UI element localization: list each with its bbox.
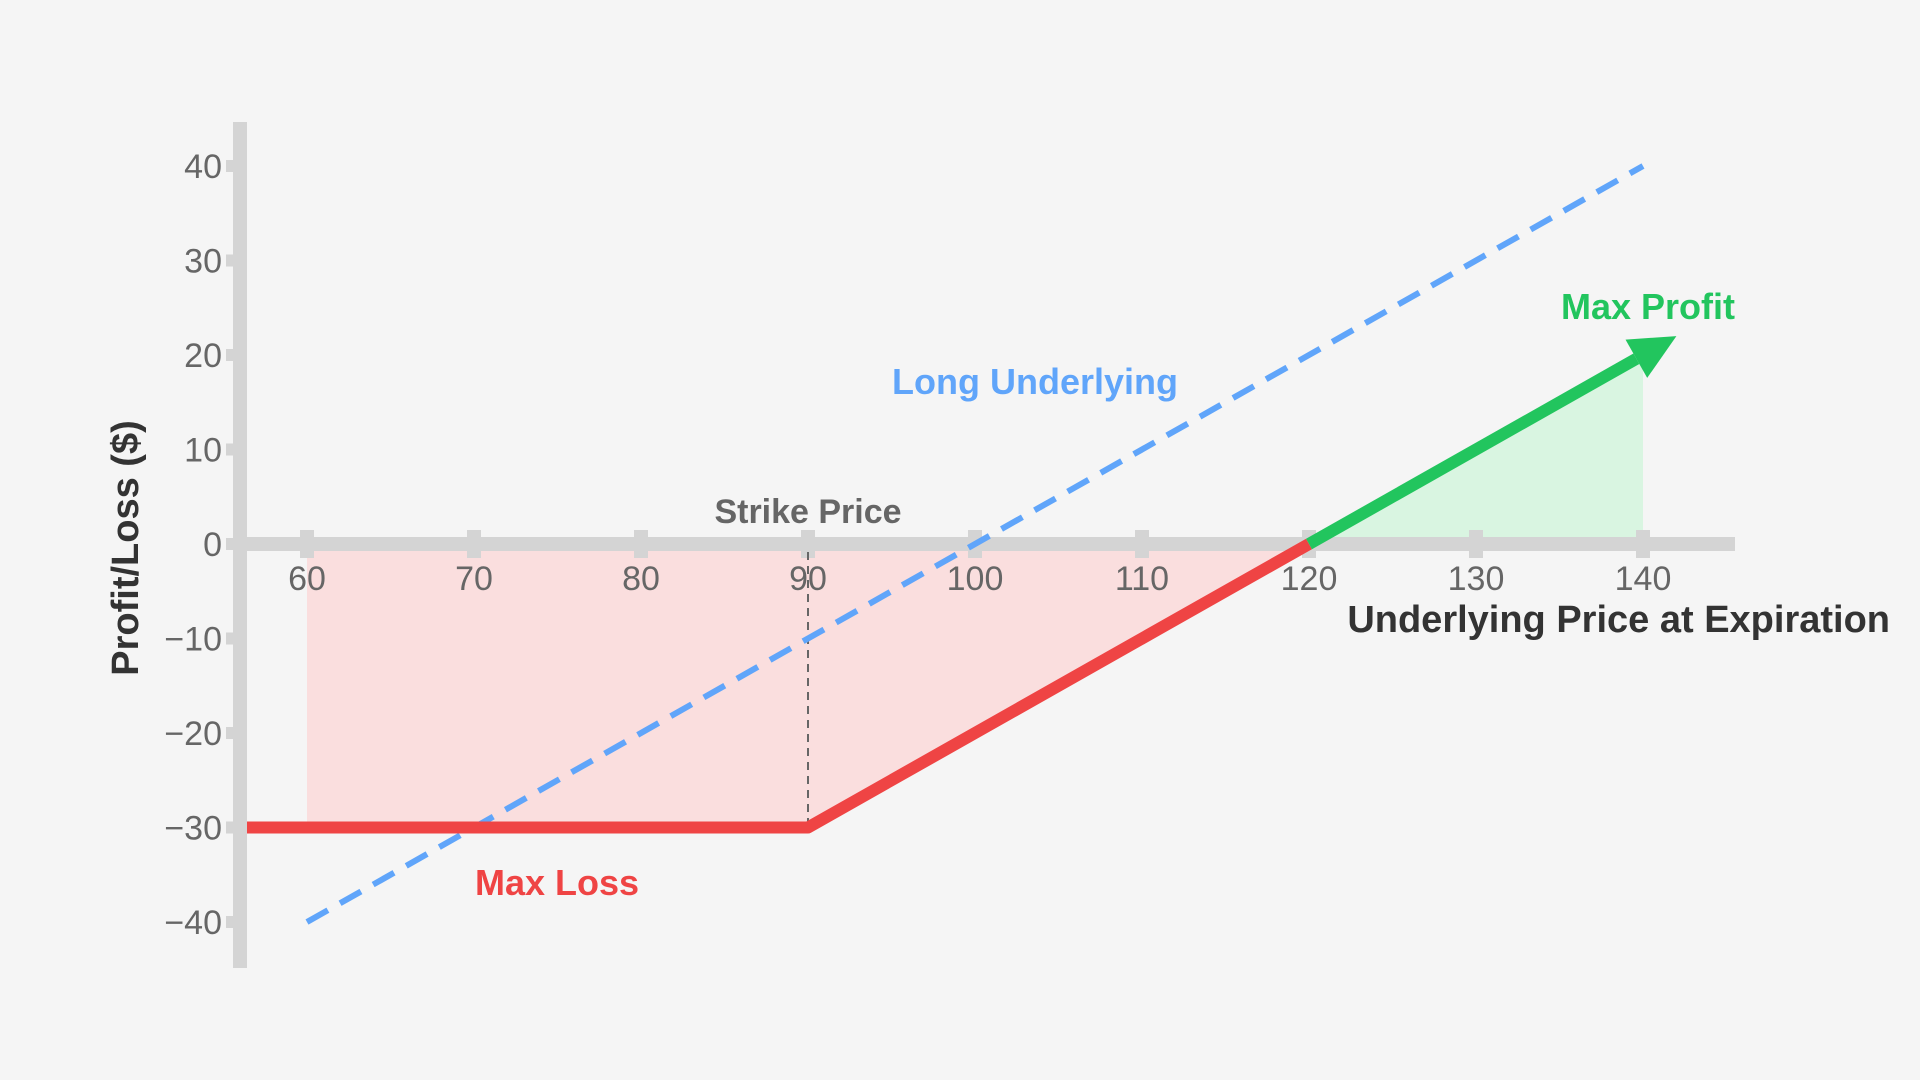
y-tick-label: 10: [184, 432, 222, 470]
y-axis-title: Profit/Loss ($): [105, 420, 147, 675]
y-tick-label: 30: [184, 243, 222, 281]
y-tick-label: 0: [203, 526, 222, 564]
x-tick-label: 70: [455, 560, 493, 598]
x-tick-mark: [801, 530, 815, 558]
x-tick-mark: [1135, 530, 1149, 558]
y-tick-mark: [226, 821, 240, 834]
y-tick-mark: [226, 349, 240, 361]
y-tick-label: 20: [184, 337, 222, 375]
series-payoff-profit-line: [1306, 353, 1640, 550]
x-tick-label: 60: [288, 560, 326, 598]
x-tick-mark: [467, 530, 481, 558]
y-tick-label: −30: [164, 810, 222, 848]
y-tick-mark: [226, 916, 240, 928]
y-tick-label: 40: [184, 148, 222, 186]
series-payoff-loss-line: [247, 538, 1312, 834]
x-tick-label: 120: [1281, 560, 1338, 598]
x-tick-label: 140: [1615, 560, 1672, 598]
x-tick-mark: [1636, 530, 1650, 558]
axes: [226, 122, 1735, 968]
y-tick-mark: [226, 727, 240, 739]
series-long-underlying-line: [305, 163, 1645, 925]
strike-price-label: Strike Price: [714, 493, 901, 531]
x-tick-label: 80: [622, 560, 660, 598]
max-profit-label: Max Profit: [1561, 286, 1735, 327]
y-tick-label: −40: [164, 904, 222, 942]
y-tick-mark: [226, 160, 240, 172]
y-tick-mark: [226, 632, 240, 645]
x-tick-mark: [300, 530, 314, 558]
x-tick-label: 130: [1448, 560, 1505, 598]
series-lines: [247, 163, 1677, 925]
x-tick-label: 90: [789, 560, 827, 598]
x-tick-mark: [1469, 530, 1483, 558]
y-tick-label: −20: [164, 715, 222, 753]
max-loss-label: Max Loss: [475, 862, 639, 903]
y-tick-label: −10: [164, 621, 222, 659]
profit-arrow-head: [1625, 336, 1677, 378]
long-underlying-label: Long Underlying: [892, 361, 1178, 402]
x-tick-label: 110: [1115, 560, 1169, 598]
y-tick-mark: [226, 443, 240, 456]
y-tick-mark: [226, 254, 240, 267]
x-axis-title: Underlying Price at Expiration: [1347, 599, 1890, 641]
x-tick-label: 100: [947, 560, 1004, 598]
x-tick-mark: [634, 530, 648, 558]
y-tick-mark: [226, 538, 240, 550]
